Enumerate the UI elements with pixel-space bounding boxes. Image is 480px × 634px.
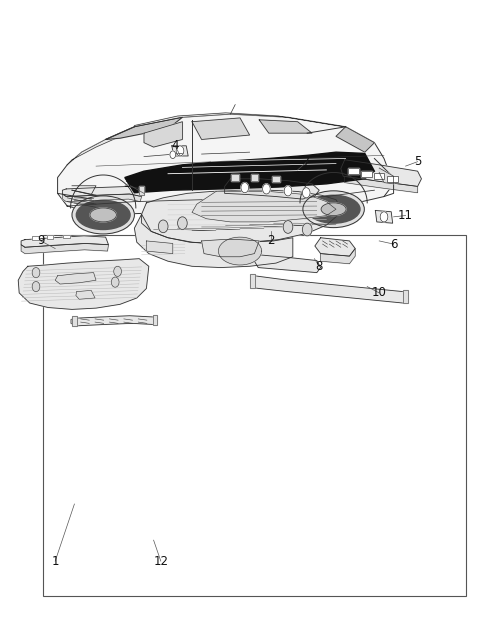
Polygon shape	[55, 273, 96, 284]
Text: 3: 3	[123, 178, 131, 190]
Polygon shape	[225, 179, 319, 199]
Ellipse shape	[307, 195, 360, 223]
Polygon shape	[336, 127, 374, 152]
Bar	[403, 290, 408, 303]
Bar	[387, 176, 398, 182]
Polygon shape	[345, 176, 418, 193]
Polygon shape	[21, 236, 108, 247]
Ellipse shape	[303, 191, 364, 228]
Bar	[139, 186, 144, 195]
Polygon shape	[146, 241, 173, 254]
Polygon shape	[134, 214, 293, 268]
Polygon shape	[58, 114, 394, 214]
Circle shape	[111, 277, 119, 287]
Polygon shape	[315, 238, 355, 256]
Bar	[272, 176, 280, 182]
Polygon shape	[134, 113, 346, 127]
Bar	[251, 174, 258, 181]
Ellipse shape	[90, 208, 117, 222]
Polygon shape	[218, 237, 262, 265]
Circle shape	[114, 266, 121, 276]
Text: 12: 12	[153, 555, 168, 567]
Circle shape	[170, 151, 176, 158]
Circle shape	[32, 268, 40, 278]
Text: 4: 4	[171, 139, 179, 152]
Bar	[153, 315, 157, 325]
Text: 1: 1	[51, 555, 59, 567]
Text: 7: 7	[303, 155, 311, 168]
Circle shape	[283, 221, 293, 233]
Text: 6: 6	[390, 238, 397, 250]
Bar	[403, 290, 408, 303]
Circle shape	[263, 184, 270, 194]
Polygon shape	[62, 194, 142, 202]
Polygon shape	[71, 316, 156, 326]
Polygon shape	[21, 243, 108, 254]
Bar	[32, 236, 39, 240]
Polygon shape	[259, 120, 312, 133]
Polygon shape	[172, 146, 188, 156]
Bar	[72, 316, 77, 326]
Bar	[63, 235, 70, 238]
Ellipse shape	[321, 203, 346, 216]
Polygon shape	[192, 118, 250, 139]
Bar	[47, 235, 53, 239]
Circle shape	[178, 217, 187, 230]
Bar	[250, 274, 255, 288]
Polygon shape	[142, 190, 341, 244]
Bar	[231, 174, 239, 181]
Polygon shape	[192, 191, 336, 222]
Text: 5: 5	[414, 155, 421, 168]
Circle shape	[302, 223, 312, 236]
Bar	[374, 173, 384, 179]
Ellipse shape	[72, 196, 134, 234]
Polygon shape	[321, 249, 355, 264]
Polygon shape	[251, 276, 406, 303]
Circle shape	[176, 146, 184, 156]
Polygon shape	[76, 290, 95, 299]
Polygon shape	[125, 152, 374, 193]
Bar	[251, 174, 258, 181]
Bar	[63, 235, 70, 238]
Text: 8: 8	[315, 260, 323, 273]
Bar	[153, 315, 157, 325]
Polygon shape	[375, 210, 393, 223]
Circle shape	[32, 281, 40, 292]
Ellipse shape	[76, 200, 130, 230]
Polygon shape	[106, 117, 182, 139]
Polygon shape	[202, 240, 259, 257]
Bar	[348, 168, 359, 174]
Bar	[374, 173, 384, 179]
Polygon shape	[341, 160, 421, 186]
Bar	[231, 174, 239, 181]
Bar	[139, 186, 144, 195]
Bar	[387, 176, 398, 182]
Polygon shape	[67, 127, 134, 165]
Bar	[272, 176, 280, 182]
Bar	[72, 316, 77, 326]
Bar	[348, 168, 359, 174]
Bar	[250, 274, 255, 288]
Circle shape	[241, 183, 249, 193]
Circle shape	[284, 186, 292, 196]
Polygon shape	[379, 168, 394, 184]
Text: 2: 2	[267, 235, 275, 247]
Bar	[43, 235, 466, 596]
Circle shape	[158, 220, 168, 233]
Polygon shape	[18, 259, 149, 309]
Circle shape	[380, 212, 388, 222]
Text: 11: 11	[398, 209, 413, 222]
Circle shape	[302, 188, 310, 198]
Polygon shape	[62, 186, 142, 197]
Polygon shape	[144, 122, 182, 147]
Text: 10: 10	[372, 287, 386, 299]
Bar	[361, 171, 372, 177]
Bar	[47, 235, 53, 239]
Text: 9: 9	[37, 235, 45, 247]
Bar	[32, 236, 39, 240]
Bar	[361, 171, 372, 177]
Polygon shape	[254, 255, 321, 273]
